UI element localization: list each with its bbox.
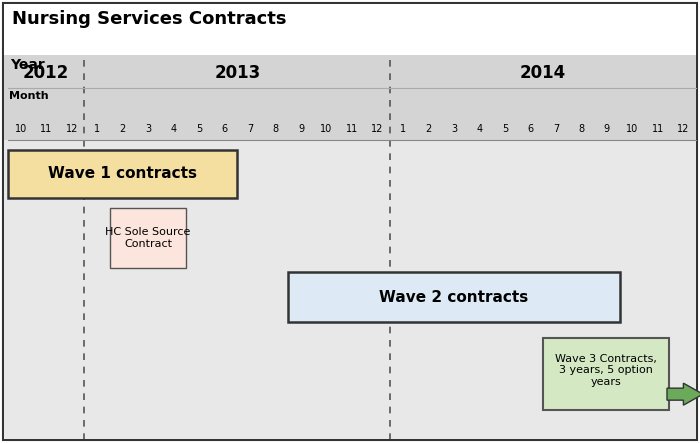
Text: 6: 6 <box>221 124 228 134</box>
Text: 7: 7 <box>553 124 559 134</box>
Text: 2: 2 <box>426 124 432 134</box>
Text: Nursing Services Contracts: Nursing Services Contracts <box>12 10 286 28</box>
Text: 2: 2 <box>120 124 126 134</box>
Bar <box>4 55 696 140</box>
Bar <box>288 272 620 322</box>
Text: 12: 12 <box>66 124 78 134</box>
Text: 11: 11 <box>652 124 664 134</box>
Text: 4: 4 <box>476 124 482 134</box>
Text: 8: 8 <box>578 124 584 134</box>
Text: Wave 1 contracts: Wave 1 contracts <box>48 167 197 182</box>
Text: 8: 8 <box>272 124 279 134</box>
Text: 12: 12 <box>677 124 690 134</box>
Text: 5: 5 <box>502 124 508 134</box>
Text: 2012: 2012 <box>23 64 69 82</box>
Text: 3: 3 <box>451 124 457 134</box>
Bar <box>4 4 696 56</box>
Text: HC Sole Source
Contract: HC Sole Source Contract <box>106 227 191 249</box>
Text: 9: 9 <box>604 124 610 134</box>
Text: 10: 10 <box>15 124 27 134</box>
Text: 11: 11 <box>40 124 52 134</box>
Text: 12: 12 <box>371 124 384 134</box>
Bar <box>110 208 186 268</box>
Text: 6: 6 <box>527 124 533 134</box>
Bar <box>4 140 696 439</box>
Bar <box>8 150 237 198</box>
Text: Wave 2 contracts: Wave 2 contracts <box>379 289 528 304</box>
Text: 10: 10 <box>626 124 638 134</box>
Bar <box>543 338 669 410</box>
Text: Month: Month <box>9 91 48 101</box>
Text: 2014: 2014 <box>520 64 566 82</box>
Text: 1: 1 <box>94 124 100 134</box>
Text: 2013: 2013 <box>214 64 260 82</box>
Text: 3: 3 <box>145 124 151 134</box>
Text: Year: Year <box>10 58 45 72</box>
Text: 4: 4 <box>171 124 176 134</box>
Text: Wave 3 Contracts,
3 years, 5 option
years: Wave 3 Contracts, 3 years, 5 option year… <box>555 354 657 387</box>
Text: 9: 9 <box>298 124 304 134</box>
FancyArrow shape <box>667 383 700 405</box>
Text: 5: 5 <box>196 124 202 134</box>
Text: 10: 10 <box>321 124 332 134</box>
Text: 7: 7 <box>247 124 253 134</box>
Text: 1: 1 <box>400 124 406 134</box>
Text: 11: 11 <box>346 124 358 134</box>
